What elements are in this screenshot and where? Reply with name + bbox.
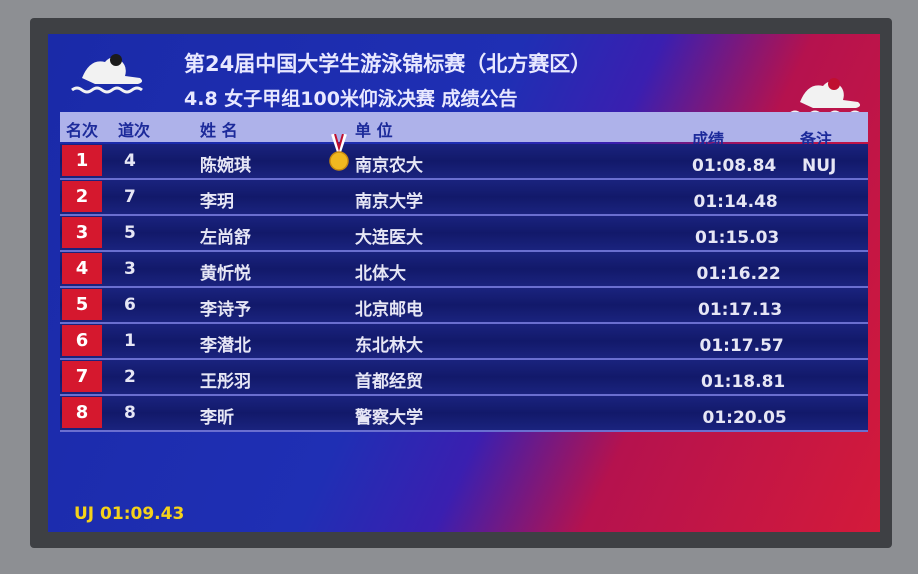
rank-badge: 8 <box>62 397 102 428</box>
gold-medal-icon <box>328 133 350 174</box>
result-time: 01:17.57 <box>699 336 784 356</box>
event-subtitle: 4.8 女子甲组100米仰泳决赛 成绩公告 <box>184 88 518 110</box>
athlete-name: 陈婉琪 <box>200 156 251 176</box>
athlete-name: 李潜北 <box>200 336 251 356</box>
unit: 大连医大 <box>355 228 423 248</box>
result-time: 01:15.03 <box>695 228 780 248</box>
result-time: 01:20.05 <box>702 408 787 428</box>
table-row: 2 7 李玥 南京大学 01:14.48 <box>60 180 868 216</box>
rank-badge: 2 <box>62 181 102 212</box>
swimmer-logo-icon <box>70 48 150 98</box>
rank-badge: 5 <box>62 289 102 320</box>
result-time: 01:17.13 <box>698 300 783 320</box>
lane: 3 <box>124 259 136 279</box>
lane: 8 <box>124 403 136 423</box>
unit: 南京农大 <box>355 156 423 176</box>
table-row: 4 3 黄忻悦 北体大 01:16.22 <box>60 252 868 288</box>
col-unit: 单 位 <box>355 121 393 140</box>
rank-badge: 7 <box>62 361 102 392</box>
rank-badge: 3 <box>62 217 102 248</box>
rank-badge: 6 <box>62 325 102 356</box>
table-row: 1 4 陈婉琪 南京农大 01:08.84 NUJ <box>60 133 868 180</box>
lane: 5 <box>124 223 136 243</box>
unit: 东北林大 <box>355 336 423 356</box>
lane: 6 <box>124 295 136 315</box>
lane: 2 <box>124 367 136 387</box>
lane: 1 <box>124 331 136 351</box>
athlete-name: 王彤羽 <box>200 372 251 392</box>
athlete-name: 李昕 <box>200 408 234 428</box>
result-time: 01:08.84 <box>692 156 777 176</box>
table-row: 5 6 李诗予 北京邮电 01:17.13 <box>60 288 868 324</box>
table-header: 名次 道次 姓 名 单 位 成绩 备注 <box>60 112 868 149</box>
unit: 北体大 <box>355 264 406 284</box>
scoreboard-screen: 第24届中国大学生游泳锦标赛（北方赛区） 4.8 女子甲组100米仰泳决赛 成绩… <box>48 34 880 532</box>
rank-badge: 1 <box>62 145 102 176</box>
result-time: 01:18.81 <box>701 372 786 392</box>
athlete-name: 李诗予 <box>200 300 251 320</box>
rank-badge: 4 <box>62 253 102 284</box>
col-name: 姓 名 <box>200 121 238 140</box>
result-time: 01:16.22 <box>696 264 781 284</box>
lane: 4 <box>124 151 136 171</box>
athlete-name: 黄忻悦 <box>200 264 251 284</box>
unit: 首都经贸 <box>355 372 423 392</box>
unit: 南京大学 <box>355 192 423 212</box>
event-title: 第24届中国大学生游泳锦标赛（北方赛区） <box>184 52 592 76</box>
unit: 警察大学 <box>355 408 423 428</box>
table-row: 7 2 王彤羽 首都经贸 01:18.81 <box>60 360 868 396</box>
col-rank: 名次 <box>66 121 99 140</box>
table-row: 8 8 李昕 警察大学 01:20.05 <box>60 396 868 432</box>
lane: 7 <box>124 187 136 207</box>
athlete-name: 李玥 <box>200 192 234 212</box>
result-time: 01:14.48 <box>693 192 778 212</box>
results-table: 1 4 陈婉琪 南京农大 01:08.84 NUJ 2 7 李玥 南京大学 01:14.48 3 5 左尚… <box>60 133 868 432</box>
table-row: 3 5 左尚舒 大连医大 01:15.03 <box>60 216 868 252</box>
col-lane: 道次 <box>118 121 151 140</box>
record-label: UJ 01:09.43 <box>74 504 185 524</box>
athlete-name: 左尚舒 <box>200 228 251 248</box>
unit: 北京邮电 <box>355 300 423 320</box>
note: NUJ <box>802 156 837 176</box>
table-row: 6 1 李潜北 东北林大 01:17.57 <box>60 324 868 360</box>
